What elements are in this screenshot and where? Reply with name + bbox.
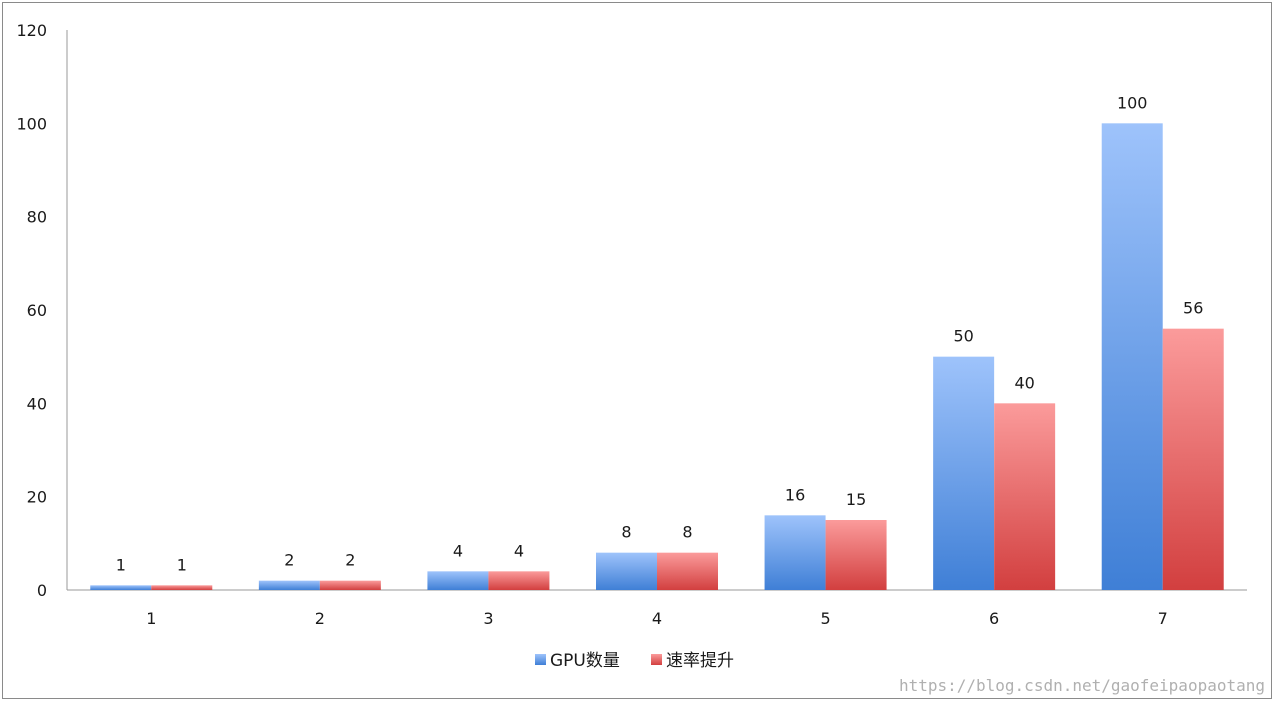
x-tick-label: 7 (1158, 609, 1168, 628)
legend: GPU数量 速率提升 (535, 651, 734, 671)
bar-speedup-3 (488, 571, 550, 590)
x-tick-label: 3 (483, 609, 493, 628)
data-label: 8 (682, 523, 692, 542)
data-label: 100 (1117, 93, 1148, 112)
bar-gpu-count-6 (933, 356, 995, 590)
bars (90, 123, 1224, 590)
bar-speedup-7 (1162, 328, 1224, 590)
x-axis-ticks: 1 2 3 4 5 6 7 (146, 609, 1168, 628)
bar-speedup-2 (319, 580, 381, 590)
y-tick-label: 120 (16, 21, 47, 40)
bar-speedup-4 (657, 552, 718, 590)
data-label: 1 (177, 555, 187, 574)
bar-gpu-count-4 (596, 552, 657, 590)
legend-label: GPU数量 (550, 651, 620, 671)
bar-gpu-count-7 (1101, 123, 1163, 590)
x-tick-label: 6 (989, 609, 999, 628)
data-label: 15 (846, 490, 866, 509)
legend-swatch (535, 654, 546, 665)
bar-gpu-count-5 (764, 515, 826, 590)
legend-swatch (651, 654, 662, 665)
x-tick-label: 1 (146, 609, 156, 628)
data-label: 40 (1014, 373, 1034, 392)
x-tick-label: 2 (315, 609, 325, 628)
data-label: 4 (453, 541, 463, 560)
x-tick-label: 5 (820, 609, 830, 628)
bar-speedup-6 (994, 403, 1056, 590)
data-label: 50 (953, 327, 973, 346)
data-label: 1 (116, 555, 126, 574)
legend-label: 速率提升 (666, 651, 734, 671)
y-tick-label: 40 (27, 394, 47, 413)
y-axis-ticks: 0 20 40 60 80 100 120 (16, 21, 47, 600)
data-labels: 1 1 2 2 4 4 8 8 16 15 50 40 100 56 (116, 93, 1204, 574)
y-tick-label: 100 (16, 114, 47, 133)
bar-gpu-count-1 (90, 585, 152, 590)
bar-gpu-count-3 (427, 571, 489, 590)
bar-gpu-count-2 (258, 580, 320, 590)
bar-speedup-5 (825, 520, 887, 590)
y-tick-label: 0 (37, 581, 47, 600)
data-label: 4 (514, 541, 524, 560)
data-label: 2 (284, 551, 294, 570)
watermark-text: https://blog.csdn.net/gaofeipaopaotang (899, 676, 1265, 695)
y-tick-label: 60 (27, 301, 47, 320)
bar-speedup-1 (151, 585, 213, 590)
data-label: 8 (621, 523, 631, 542)
y-tick-label: 20 (27, 488, 47, 507)
data-label: 2 (345, 551, 355, 570)
y-tick-label: 80 (27, 208, 47, 227)
x-tick-label: 4 (652, 609, 662, 628)
data-label: 56 (1183, 299, 1203, 318)
data-label: 16 (785, 485, 805, 504)
